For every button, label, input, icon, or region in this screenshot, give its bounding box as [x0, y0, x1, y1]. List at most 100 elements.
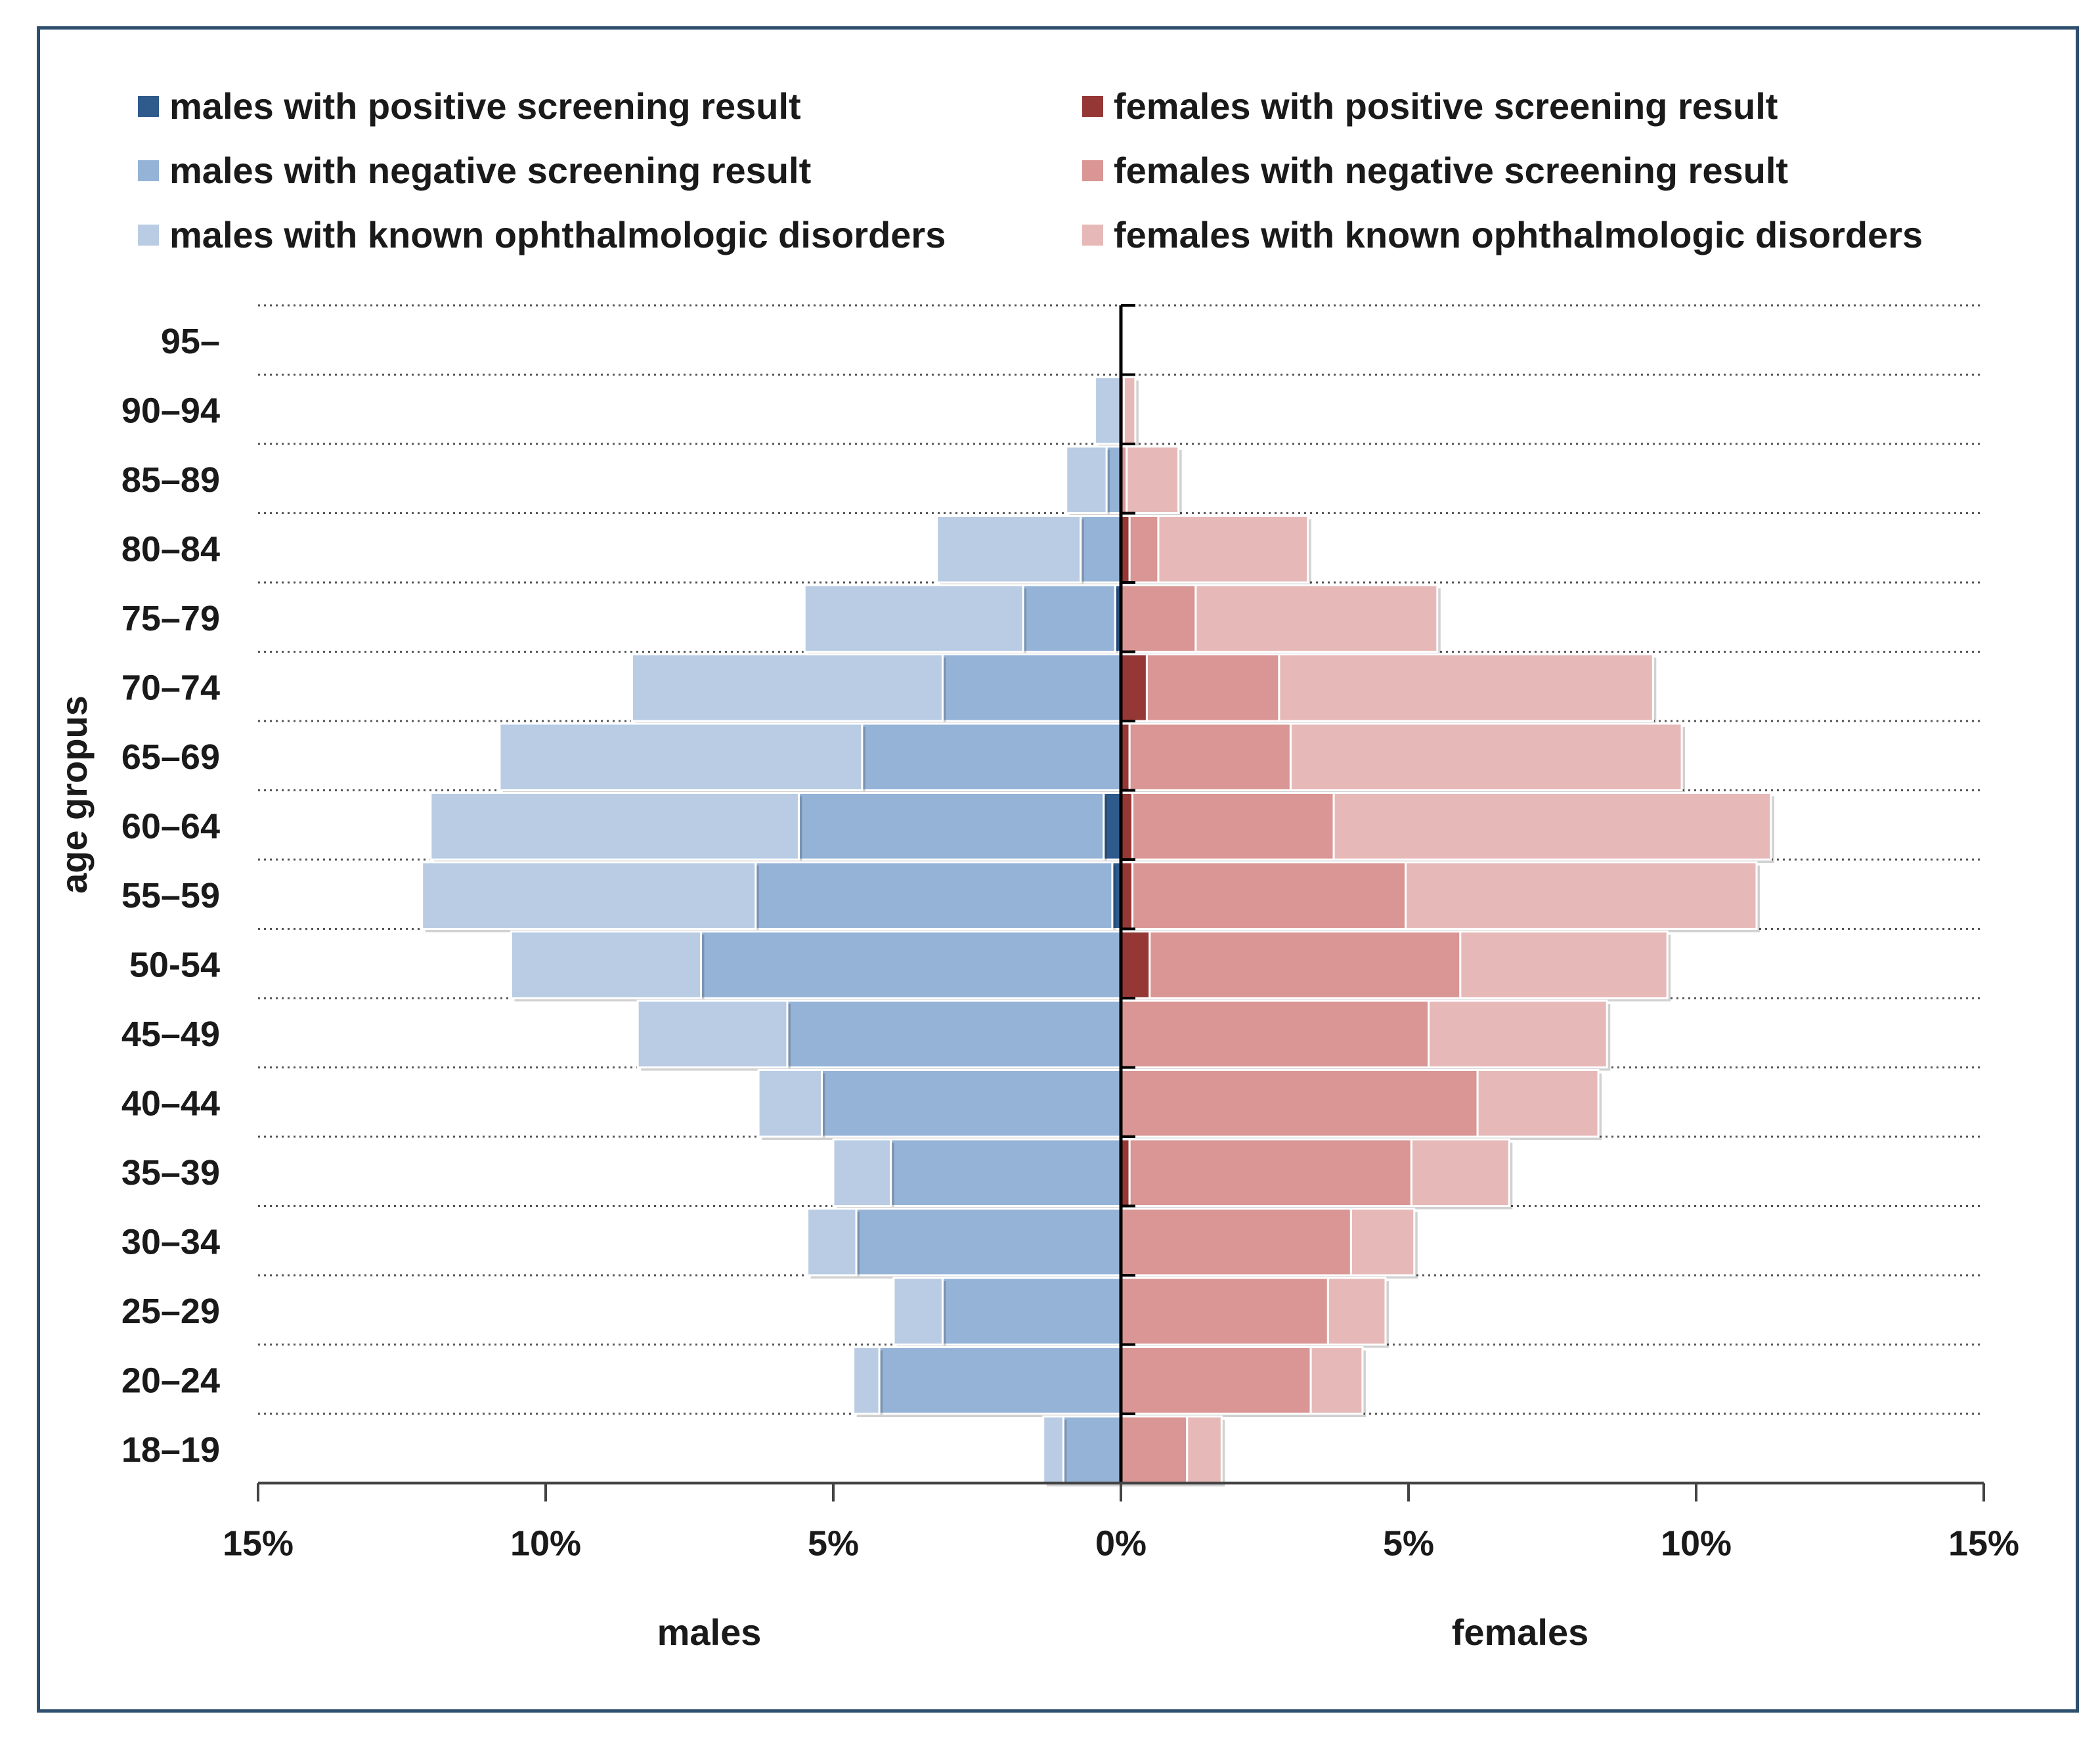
bar: [755, 861, 1114, 930]
legend-swatch: [1082, 96, 1103, 117]
bar: [797, 792, 1105, 861]
y-tick-label: 70–74: [121, 668, 220, 707]
y-tick-label: 85–89: [121, 460, 220, 500]
bar: [1186, 1415, 1223, 1484]
bar: [1326, 1277, 1387, 1346]
bar: [636, 999, 789, 1068]
bar: [861, 722, 1122, 791]
x-axis-title-males: males: [657, 1611, 762, 1653]
x-tick-label: 5%: [1383, 1524, 1434, 1564]
bar: [1120, 1346, 1312, 1415]
bar: [1120, 584, 1197, 653]
y-tick-label: 60–64: [121, 806, 220, 846]
bar: [1128, 1138, 1412, 1207]
bar: [1289, 722, 1683, 791]
y-tick-label: 40–44: [121, 1084, 220, 1123]
bar: [890, 1138, 1122, 1207]
bar: [1120, 1277, 1329, 1346]
x-tick-label: 15%: [1948, 1524, 2019, 1564]
y-tick-label: 45–49: [121, 1015, 220, 1054]
bar: [700, 931, 1122, 999]
bars: [421, 376, 1774, 1487]
bar: [1128, 515, 1160, 584]
bar: [1080, 515, 1122, 584]
bar: [1459, 931, 1669, 999]
y-tick-label: 75–79: [121, 599, 220, 638]
bar: [1131, 861, 1407, 930]
x-tick-label: 5%: [808, 1524, 859, 1564]
y-tick-label: 18–19: [121, 1430, 220, 1470]
y-tick-label: 90–94: [121, 391, 220, 430]
bar: [1332, 792, 1772, 861]
bar: [1405, 861, 1758, 930]
bar: [1131, 792, 1335, 861]
bar: [421, 861, 757, 930]
legend-label: females with positive screening result: [1114, 85, 1778, 127]
legend-label: females with known ophthalmologic disord…: [1114, 214, 1923, 255]
legend-label: males with negative screening result: [169, 150, 811, 191]
legend-label: males with known ophthalmologic disorder…: [169, 214, 946, 255]
axes: [257, 304, 1985, 1502]
x-tick-label: 10%: [510, 1524, 581, 1564]
bar: [892, 1277, 944, 1346]
bar: [1120, 1415, 1189, 1484]
bar: [1120, 653, 1148, 722]
bar: [1476, 1069, 1600, 1138]
bar: [630, 653, 944, 722]
x-tick-label: 10%: [1661, 1524, 1732, 1564]
bar: [1120, 1069, 1479, 1138]
bar: [1120, 999, 1430, 1068]
bar: [832, 1138, 892, 1207]
legend-swatch: [138, 160, 159, 181]
bar: [1349, 1208, 1416, 1277]
bar: [1309, 1346, 1364, 1415]
bar: [1120, 1208, 1352, 1277]
x-axis-title-females: females: [1452, 1611, 1589, 1653]
y-tick-label: 95–: [161, 322, 220, 361]
bar: [941, 1277, 1122, 1346]
bar: [1145, 653, 1280, 722]
bar: [1022, 584, 1116, 653]
legend-swatch: [138, 225, 159, 246]
bar: [852, 1346, 881, 1415]
labels: 15% 10% 5% 0% 5% 10% 15% 95– 90–94 85–89 80–84 75–7…: [53, 322, 2019, 1653]
bar: [1094, 376, 1122, 445]
bar: [757, 1069, 823, 1138]
bar: [429, 792, 800, 861]
bar: [1120, 861, 1134, 930]
legend-swatch: [1082, 225, 1103, 246]
bar: [510, 931, 703, 999]
bar: [1103, 792, 1122, 861]
y-tick-label: 35–39: [121, 1153, 220, 1193]
bar: [1120, 792, 1134, 861]
y-tick-label: 80–84: [121, 529, 220, 569]
bar: [1148, 931, 1462, 999]
bar: [1278, 653, 1654, 722]
bar: [806, 1208, 858, 1277]
bar: [1126, 445, 1180, 514]
bar: [1428, 999, 1608, 1068]
legend-label: males with positive screening result: [169, 85, 801, 127]
legend-label: females with negative screening result: [1114, 150, 1788, 191]
bar: [1062, 1415, 1122, 1484]
bar: [803, 584, 1024, 653]
y-tick-label: 65–69: [121, 737, 220, 777]
bar: [1128, 722, 1292, 791]
bar: [498, 722, 864, 791]
bar: [1194, 584, 1439, 653]
bar: [1122, 376, 1137, 445]
legend: males with positive screening result male…: [138, 85, 1923, 255]
x-tick-label: 0%: [1095, 1524, 1147, 1564]
bar: [941, 653, 1122, 722]
bar: [820, 1069, 1122, 1138]
bar: [1042, 1415, 1064, 1484]
bar: [1410, 1138, 1510, 1207]
y-tick-label: 50-54: [129, 945, 220, 984]
y-tick-label: 30–34: [121, 1222, 220, 1261]
bar: [936, 515, 1082, 584]
y-axis-title: age gropus: [53, 695, 95, 894]
bar: [1120, 931, 1151, 999]
bar: [786, 999, 1122, 1068]
y-tick-label: 55–59: [121, 876, 220, 915]
